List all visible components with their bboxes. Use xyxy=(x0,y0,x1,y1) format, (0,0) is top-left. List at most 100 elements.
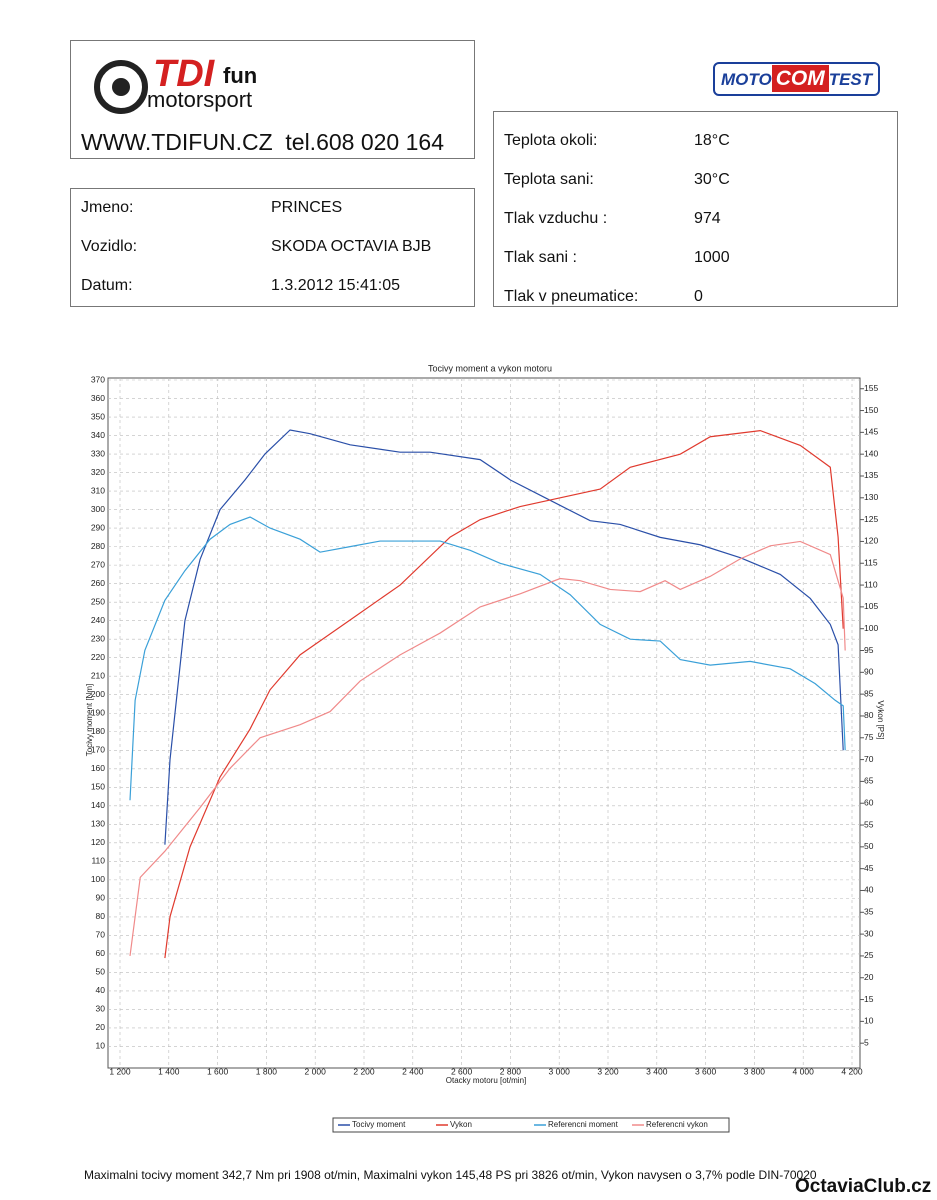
y2-tick-label: 40 xyxy=(864,885,874,895)
y-tick-label: 370 xyxy=(91,374,105,384)
plot-frame xyxy=(107,377,861,1069)
conditions-table: Teplota okoli: 18°C Teplota sani: 30°C Tlak … xyxy=(493,111,898,307)
y-tick-label: 190 xyxy=(91,707,105,717)
y-tick-label: 330 xyxy=(91,448,105,458)
label: Tlak v pneumatice: xyxy=(504,288,639,305)
y-tick-label: 50 xyxy=(96,967,106,977)
y-tick-label: 230 xyxy=(91,633,105,643)
y2-tick-label: 135 xyxy=(864,470,878,480)
x-axis-label: Otacky motoru [ot/min] xyxy=(446,1076,526,1085)
brand-mid: COM xyxy=(771,65,829,92)
y-tick-label: 120 xyxy=(91,837,105,847)
y2-tick-label: 110 xyxy=(864,579,878,589)
y2-tick-label: 130 xyxy=(864,492,878,502)
y-tick-label: 350 xyxy=(91,411,105,421)
x-tick-label: 4 200 xyxy=(841,1066,863,1076)
label: Teplota sani: xyxy=(504,171,594,188)
y2-tick-label: 60 xyxy=(864,797,874,807)
y-axis-label: Tocivy moment [Nm] xyxy=(85,684,94,756)
y2-tick-label: 80 xyxy=(864,710,874,720)
y2-tick-label: 15 xyxy=(864,994,874,1004)
y2-tick-label: 105 xyxy=(864,601,878,611)
y2-tick-label: 95 xyxy=(864,645,874,655)
y-tick-label: 180 xyxy=(91,726,105,736)
y-tick-label: 360 xyxy=(91,393,105,403)
y2-tick-label: 25 xyxy=(864,950,874,960)
legend-label: Referencni vykon xyxy=(646,1120,708,1129)
y2-tick-label: 90 xyxy=(864,667,874,677)
value: 1.3.2012 15:41:05 xyxy=(271,277,401,294)
series-line xyxy=(164,429,844,959)
y2-tick-label: 70 xyxy=(864,754,874,764)
series-line xyxy=(129,540,846,957)
y-tick-label: 250 xyxy=(91,596,105,606)
y2-tick-label: 45 xyxy=(864,863,874,873)
y2-axis-label: Vykon [PS] xyxy=(876,700,885,739)
value: 1000 xyxy=(694,249,730,266)
series-line xyxy=(129,516,846,801)
footer-summary: Maximalni tocivy moment 342,7 Nm pri 190… xyxy=(84,1168,817,1182)
y-tick-label: 200 xyxy=(91,689,105,699)
x-tick-label: 4 000 xyxy=(793,1066,815,1076)
y-tick-label: 260 xyxy=(91,578,105,588)
value: SKODA OCTAVIA BJB xyxy=(271,238,432,255)
y-tick-label: 210 xyxy=(91,670,105,680)
x-tick-label: 2 000 xyxy=(305,1066,327,1076)
y-tick-label: 310 xyxy=(91,485,105,495)
x-tick-label: 3 200 xyxy=(597,1066,619,1076)
legend-label: Vykon xyxy=(450,1120,472,1129)
legend-box xyxy=(332,1117,730,1133)
y2-tick-label: 5 xyxy=(864,1037,869,1047)
y2-tick-label: 140 xyxy=(864,448,878,458)
y2-tick-label: 125 xyxy=(864,514,878,524)
info-table: Jmeno: PRINCES Vozidlo: SKODA OCTAVIA BJB Da… xyxy=(70,188,475,307)
label: Vozidlo: xyxy=(81,238,138,255)
y-tick-label: 290 xyxy=(91,522,105,532)
label: Tlak sani : xyxy=(504,249,577,266)
y2-tick-label: 55 xyxy=(864,819,874,829)
y-tick-label: 90 xyxy=(96,893,106,903)
y2-tick-label: 30 xyxy=(864,928,874,938)
y2-tick-label: 10 xyxy=(864,1016,874,1026)
turbo-icon xyxy=(94,60,148,114)
x-tick-label: 1 200 xyxy=(109,1066,131,1076)
y2-tick-label: 115 xyxy=(864,557,878,567)
watermark: OctaviaClub.cz xyxy=(795,1176,932,1197)
y-tick-label: 20 xyxy=(96,1022,106,1032)
logo-box: TDI fun motorsport WWW.TDIFUN.CZ tel.608… xyxy=(70,40,475,159)
y2-tick-label: 75 xyxy=(864,732,874,742)
brand-left: MOTO xyxy=(721,70,772,89)
chart: Tocivy moment a vykon motoru Otacky moto… xyxy=(85,363,885,1133)
value: 0 xyxy=(694,288,703,305)
x-tick-label: 3 000 xyxy=(549,1066,571,1076)
y-tick-label: 340 xyxy=(91,430,105,440)
x-tick-label: 2 600 xyxy=(451,1066,473,1076)
y-tick-label: 140 xyxy=(91,800,105,810)
y-tick-label: 70 xyxy=(96,930,106,940)
logo-main: TDI xyxy=(153,53,215,95)
y-tick-label: 130 xyxy=(91,819,105,829)
y-tick-label: 170 xyxy=(91,745,105,755)
y2-tick-label: 120 xyxy=(864,536,878,546)
y-tick-label: 150 xyxy=(91,782,105,792)
logo-sub: motorsport xyxy=(147,87,253,112)
y-tick-label: 30 xyxy=(96,1004,106,1014)
series-line xyxy=(164,429,844,845)
y-tick-label: 40 xyxy=(96,985,106,995)
x-tick-label: 3 400 xyxy=(646,1066,668,1076)
y-tick-label: 160 xyxy=(91,763,105,773)
y-tick-label: 300 xyxy=(91,504,105,514)
y-tick-label: 220 xyxy=(91,652,105,662)
legend-label: Referencni moment xyxy=(548,1120,619,1129)
y2-tick-label: 150 xyxy=(864,405,878,415)
value: 30°C xyxy=(694,171,730,188)
y-tick-label: 270 xyxy=(91,559,105,569)
y-tick-label: 320 xyxy=(91,467,105,477)
y2-tick-label: 145 xyxy=(864,427,878,437)
y2-tick-label: 50 xyxy=(864,841,874,851)
label: Jmeno: xyxy=(81,199,134,216)
value: 18°C xyxy=(694,132,730,149)
y-tick-label: 10 xyxy=(96,1041,106,1051)
label: Tlak vzduchu : xyxy=(504,210,608,227)
